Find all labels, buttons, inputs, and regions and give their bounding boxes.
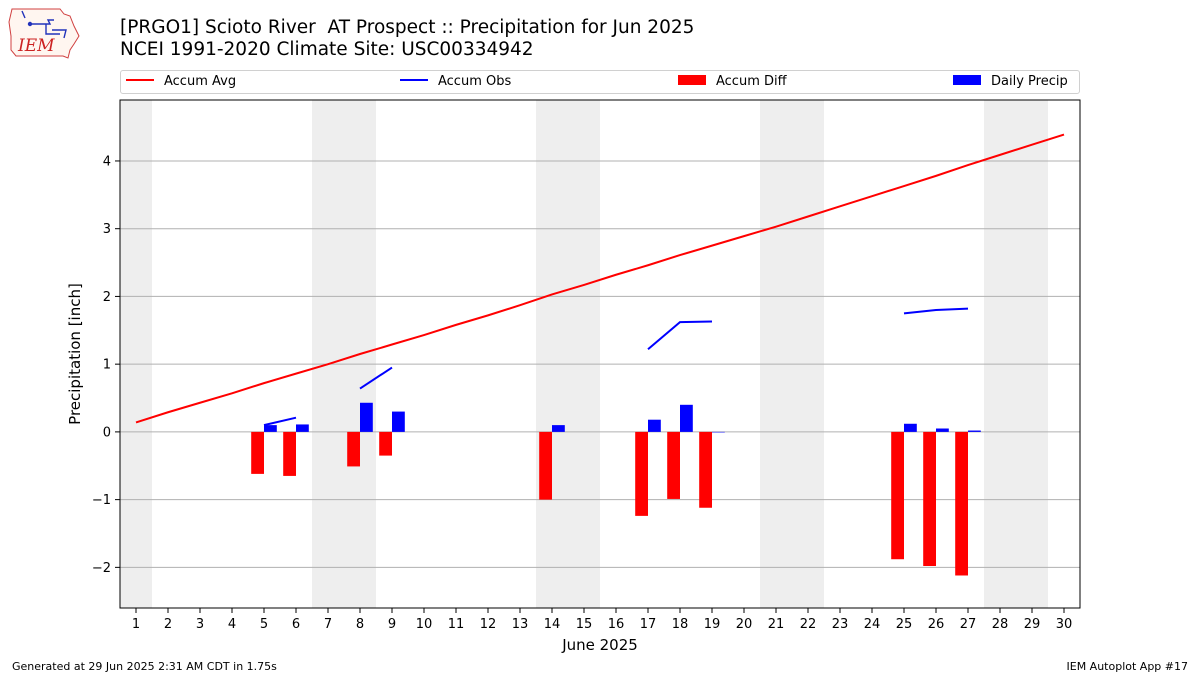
accum-obs-line <box>359 366 393 390</box>
legend-item-accum-avg: Accum Avg <box>126 74 236 90</box>
daily-precip-bar <box>936 428 949 432</box>
x-tick-label: 13 <box>512 617 529 632</box>
legend-swatch-daily-precip <box>953 75 981 85</box>
accum-diff-bar <box>955 431 968 576</box>
y-tick-label: 2 <box>103 290 111 305</box>
svg-text:IEM: IEM <box>17 36 55 56</box>
x-tick-label: 30 <box>1056 617 1073 632</box>
accum-diff-bar <box>635 431 648 516</box>
legend-swatch-accum-avg <box>126 79 154 81</box>
x-tick-label: 2 <box>164 617 172 632</box>
x-tick-label: 9 <box>388 617 396 632</box>
accum-diff-bar <box>699 431 712 508</box>
weekend-shade <box>312 100 344 608</box>
plot-frame <box>119 99 1081 609</box>
accum-diff-bar <box>347 431 360 467</box>
x-tick-label: 26 <box>928 617 945 632</box>
accum-obs-line <box>647 320 713 351</box>
x-tick-label: 19 <box>704 617 721 632</box>
legend-swatch-accum-obs <box>400 79 428 81</box>
legend-label-accum-diff: Accum Diff <box>716 74 787 89</box>
x-tick-label: 28 <box>992 617 1009 632</box>
daily-precip-bar <box>648 419 661 432</box>
x-tick-label: 14 <box>544 617 561 632</box>
daily-precip-bar <box>904 423 917 432</box>
x-tick-label: 1 <box>132 617 140 632</box>
chart-legend: Accum Avg Accum Obs Accum Diff Daily Pre… <box>120 70 1080 94</box>
x-tick-label: 11 <box>448 617 465 632</box>
accum-avg-line <box>135 133 1065 424</box>
legend-item-accum-diff: Accum Diff <box>678 74 787 90</box>
chart-subtitle: NCEI 1991-2020 Climate Site: USC00334942 <box>120 39 534 60</box>
x-tick-label: 5 <box>260 617 268 632</box>
footer-generated: Generated at 29 Jun 2025 2:31 AM CDT in … <box>12 660 277 673</box>
x-tick-label: 25 <box>896 617 913 632</box>
accum-diff-bar <box>539 431 552 500</box>
weekend-shade <box>120 100 152 608</box>
accum-diff-bar <box>667 431 680 499</box>
chart-title: [PRGO1] Scioto River AT Prospect :: Prec… <box>120 17 695 38</box>
x-tick-label: 21 <box>768 617 785 632</box>
legend-item-accum-obs: Accum Obs <box>400 74 511 90</box>
weekend-shade <box>568 100 600 608</box>
y-tick-label: −1 <box>92 493 111 508</box>
x-tick-label: 20 <box>736 617 753 632</box>
x-tick-label: 7 <box>324 617 332 632</box>
x-tick-label: 12 <box>480 617 497 632</box>
daily-precip-bar <box>360 402 373 432</box>
legend-label-accum-obs: Accum Obs <box>438 74 512 89</box>
weekend-shade <box>1016 100 1048 608</box>
weekend-shade <box>984 100 1016 608</box>
daily-precip-bar <box>264 425 277 432</box>
footer-app: IEM Autoplot App #17 <box>1066 660 1189 673</box>
x-tick-label: 3 <box>196 617 204 632</box>
x-axis-label: June 2025 <box>561 636 638 654</box>
y-tick-label: 3 <box>103 222 111 237</box>
accum-diff-bar <box>891 431 904 560</box>
accum-diff-bar <box>251 431 264 474</box>
x-tick-label: 22 <box>800 617 817 632</box>
legend-label-daily-precip: Daily Precip <box>991 74 1068 89</box>
daily-precip-bar <box>392 411 405 432</box>
x-tick-label: 15 <box>576 617 593 632</box>
daily-precip-bar <box>712 431 725 433</box>
iem-logo: IEM <box>8 8 80 59</box>
x-tick-label: 4 <box>228 617 236 632</box>
x-tick-label: 29 <box>1024 617 1041 632</box>
y-tick-label: 4 <box>103 154 111 169</box>
x-tick-label: 24 <box>864 617 881 632</box>
x-tick-label: 18 <box>672 617 689 632</box>
legend-label-accum-avg: Accum Avg <box>164 74 237 89</box>
daily-precip-bar <box>968 430 981 432</box>
x-tick-label: 17 <box>640 617 657 632</box>
daily-precip-bar <box>552 425 565 432</box>
accum-obs-line <box>263 416 297 427</box>
x-tick-label: 27 <box>960 617 977 632</box>
weekend-shade <box>760 100 792 608</box>
weekend-shade <box>792 100 824 608</box>
x-tick-label: 23 <box>832 617 849 632</box>
x-tick-label: 8 <box>356 617 364 632</box>
accum-diff-bar <box>283 431 296 476</box>
accum-diff-bar <box>923 431 936 567</box>
x-tick-label: 10 <box>416 617 433 632</box>
y-tick-label: 1 <box>103 358 111 373</box>
legend-item-daily-precip: Daily Precip <box>953 74 1068 90</box>
legend-swatch-accum-diff <box>678 75 706 85</box>
daily-precip-bar <box>680 404 693 432</box>
daily-precip-bar <box>296 424 309 432</box>
y-tick-label: 0 <box>103 425 111 440</box>
x-tick-label: 16 <box>608 617 625 632</box>
weekend-shade <box>536 100 568 608</box>
accum-diff-bar <box>379 431 392 456</box>
y-axis-label: Precipitation [inch] <box>66 283 84 425</box>
accum-obs-line <box>903 307 969 315</box>
x-tick-label: 6 <box>292 617 300 632</box>
y-tick-label: −2 <box>92 561 111 576</box>
